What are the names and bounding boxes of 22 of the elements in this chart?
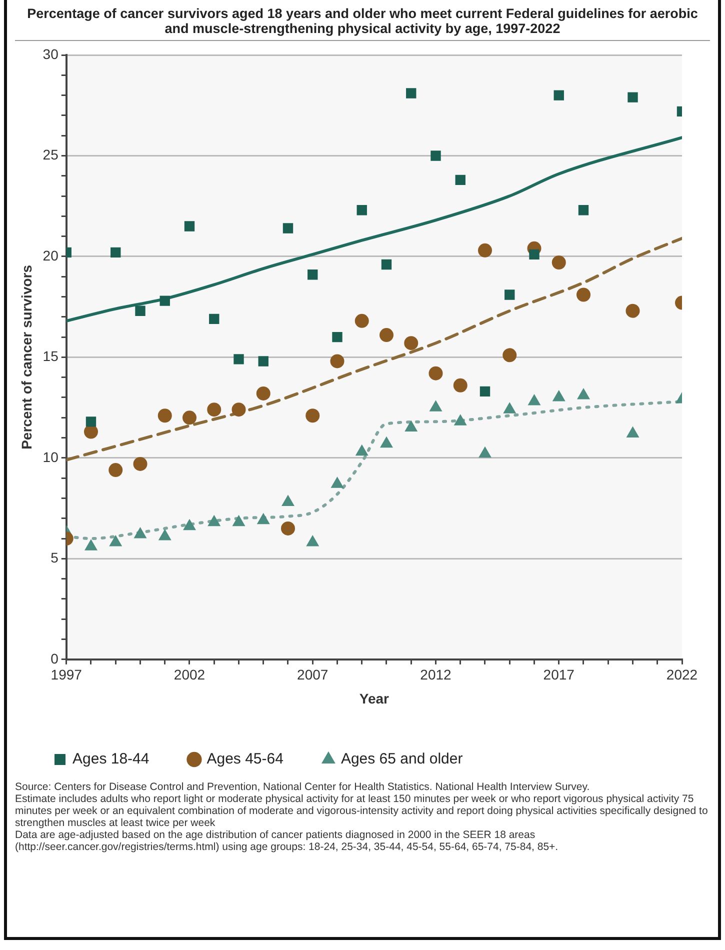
y-tick-label: 20 — [42, 247, 59, 264]
x-tick-label: 2012 — [420, 666, 452, 683]
y-tick-label: 10 — [42, 448, 59, 465]
source-note: Source: Centers for Disease Control and Prevention, National Center for Health Statistics. National Health Interview Survey. — [15, 781, 591, 794]
legend-label: Ages 65 and older — [340, 750, 463, 768]
y-tick-label: 0 — [50, 650, 59, 666]
legend-label: Ages 45-64 — [206, 750, 284, 768]
text: Estimate includes adults who report light or moderate physical activity for at least 150 minutes per week or who report vigorous physical activity 75 minutes per week or an equivalent combination of moderate and vigorous-intensity activity and report doing physical activities specifically designed to strengthen muscles at least twice per week — [15, 793, 709, 830]
x-tick-label: 1997 — [50, 666, 82, 683]
legend-label: Ages 18-44 — [72, 750, 150, 768]
x-tick-label: 2022 — [666, 666, 698, 683]
text: Data are age-adjusted based on the age distribution of cancer patients diagnosed in 2000 in the SEER 18 areas (http://seer.cancer.gov/registries/terms.html) using age groups: 18-24, 25-34, 35-44, 45-54, 55-64, 65-74, 75-84, 85+. — [15, 829, 560, 854]
y-tick-label: 5 — [50, 550, 59, 566]
y-tick-label: 15 — [42, 348, 59, 364]
x-axis-title: Year — [359, 690, 390, 706]
chart-title: Percentage of cancer survivors aged 18 years and older who meet current Federal guidelines for aerobic and muscle-strengthening physical activity by age, 1997-2022 — [15, 0, 710, 41]
y-axis-title: Percent of cancer survivors — [18, 264, 34, 450]
x-tick-label: 2002 — [174, 666, 206, 683]
y-tick-label: 30 — [42, 46, 59, 62]
y-tick-label: 25 — [42, 146, 59, 163]
x-tick-label: 2017 — [543, 666, 575, 683]
x-tick-label: 2007 — [297, 666, 328, 683]
